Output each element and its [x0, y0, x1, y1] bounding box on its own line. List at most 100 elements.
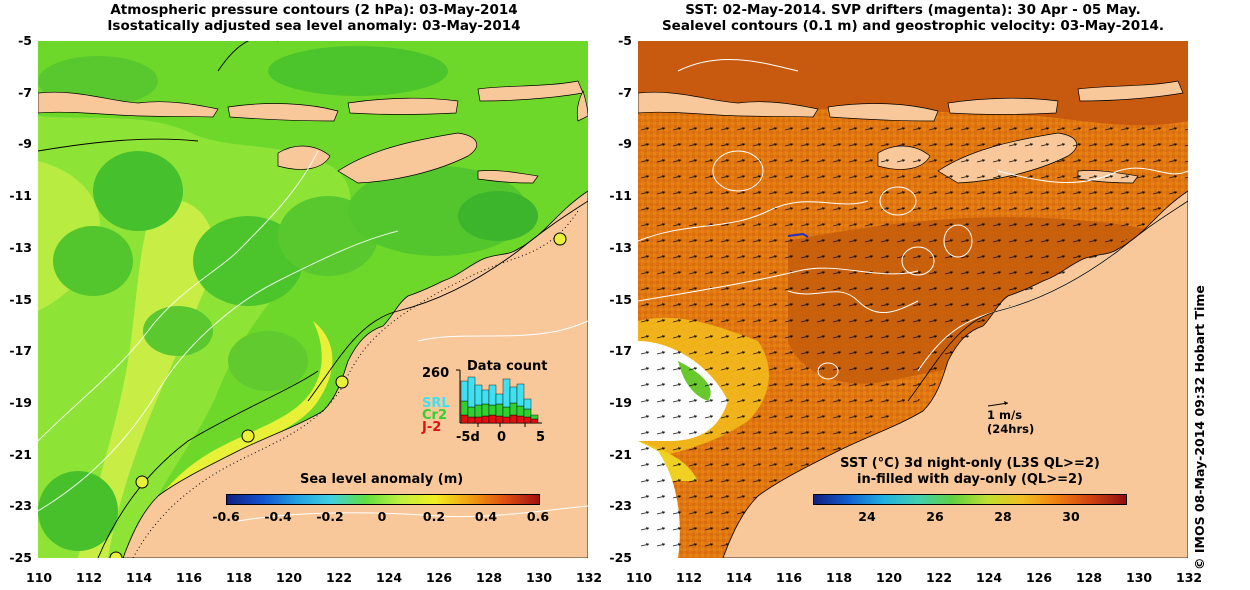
- lat-tick: -25: [609, 550, 632, 565]
- histogram-bar: [523, 398, 532, 410]
- histogram-bar: [509, 402, 518, 416]
- lat-tick: -11: [9, 188, 32, 204]
- left-title-line1: Atmospheric pressure contours (2 hPa): 0…: [110, 2, 518, 18]
- histogram-bar: [460, 380, 469, 402]
- lon-tick: 114: [126, 570, 153, 585]
- lon-tick: 122: [326, 570, 353, 585]
- lat-tick: -17: [9, 343, 32, 359]
- colorbar-tick: 0.4: [474, 509, 498, 524]
- lat-tick: -9: [18, 136, 32, 152]
- colorbar-tick: 26: [926, 509, 944, 524]
- lon-tick: 116: [776, 570, 803, 585]
- velocity-scale-label: 1 m/s (24hrs): [987, 408, 1034, 436]
- lat-tick: -19: [609, 394, 632, 410]
- histogram-bar: [523, 408, 532, 418]
- histogram-bar: [467, 406, 476, 418]
- lat-tick: -5: [18, 33, 32, 48]
- colorbar-tick: -0.6: [212, 509, 240, 524]
- lon-tick: 128: [476, 570, 503, 585]
- lon-tick: 118: [226, 570, 253, 585]
- lat-tick: -13: [609, 239, 632, 255]
- histogram-bar: [460, 414, 469, 424]
- lon-tick: 114: [726, 570, 753, 585]
- velocity-scale-line2: (24hrs): [987, 422, 1035, 436]
- lat-tick: -21: [9, 446, 32, 462]
- histogram-xtick-0: 0: [497, 430, 507, 445]
- lat-tick: -5: [618, 33, 632, 48]
- right-title-line2: Sealevel contours (0.1 m) and geostrophi…: [661, 18, 1165, 34]
- histogram-bar: [509, 386, 518, 404]
- lat-tick: -15: [9, 291, 32, 307]
- lon-tick: 110: [26, 570, 53, 585]
- histogram-bar: [516, 415, 525, 424]
- histogram-bar: [502, 416, 511, 424]
- lon-tick: 128: [1076, 570, 1103, 585]
- lon-tick: 112: [676, 570, 703, 585]
- sst-map: [638, 41, 1188, 558]
- histogram-bar: [488, 404, 497, 416]
- lat-tick: -11: [609, 188, 632, 204]
- colorbar-tick: 0: [377, 509, 387, 524]
- histogram-bar: [509, 414, 518, 424]
- histogram-bar: [460, 400, 469, 416]
- histogram-bar: [502, 378, 511, 408]
- colorbar-tick: 28: [994, 509, 1012, 524]
- histogram-bar: [467, 376, 476, 408]
- right-map-title: SST: 02-May-2014. SVP drifters (magenta)…: [638, 2, 1188, 34]
- histogram-bar: [474, 384, 483, 406]
- left-map-title: Atmospheric pressure contours (2 hPa): 0…: [40, 2, 588, 34]
- histogram-legend-j2: J-2: [422, 420, 442, 435]
- histogram-bar: [481, 403, 490, 417]
- lat-tick: -9: [618, 136, 632, 152]
- histogram-xtick-neg5: -5d: [456, 430, 480, 445]
- histogram-bar: [530, 414, 539, 420]
- colorbar-tick: 0.2: [422, 509, 446, 524]
- histogram-bar: [516, 405, 525, 417]
- lon-tick: 130: [1126, 570, 1153, 585]
- histogram-ymax-label: 260: [422, 366, 450, 381]
- sla-colorbar: [226, 494, 540, 505]
- histogram-bar: [523, 416, 532, 424]
- right-title-line1: SST: 02-May-2014. SVP drifters (magenta)…: [685, 2, 1141, 18]
- histogram-bar: [516, 383, 525, 407]
- lon-tick: 124: [976, 570, 1003, 585]
- colorbar-tick: -0.4: [264, 509, 292, 524]
- histogram-bar: [474, 416, 483, 424]
- lat-tick: -23: [9, 498, 32, 514]
- colorbar-tick: -0.2: [316, 509, 344, 524]
- lat-tick: -25: [9, 550, 32, 565]
- lon-tick: 112: [76, 570, 103, 585]
- sst-colorbar-title-line2: in-filled with day-only (QL>=2): [856, 472, 1083, 487]
- left-title-line2: Isostatically adjusted sea level anomaly…: [107, 18, 521, 34]
- sst-colorbar-title-line1: SST (°C) 3d night-only (L3S QL>=2): [840, 456, 1100, 471]
- lat-tick: -13: [9, 239, 32, 255]
- lat-tick: -19: [9, 394, 32, 410]
- lon-tick: 116: [176, 570, 203, 585]
- histogram-bar: [488, 414, 497, 424]
- histogram-bar: [481, 389, 490, 405]
- histogram-bar: [502, 406, 511, 418]
- colorbar-tick: 0.6: [526, 509, 550, 524]
- histogram-bar: [467, 416, 476, 424]
- lat-tick: -7: [18, 84, 32, 100]
- lat-tick: -23: [609, 498, 632, 514]
- velocity-scale-line1: 1 m/s: [987, 408, 1023, 422]
- histogram-bar: [530, 418, 539, 424]
- lon-tick: 126: [426, 570, 453, 585]
- lon-tick: 130: [526, 570, 553, 585]
- lat-tick: -7: [618, 84, 632, 100]
- lon-tick: 120: [276, 570, 303, 585]
- data-count-histogram: [456, 369, 542, 427]
- lon-tick: 132: [1176, 570, 1203, 585]
- histogram-legend-cr2: Cr2: [422, 408, 447, 423]
- sst-colorbar-title: SST (°C) 3d night-only (L3S QL>=2) in-fi…: [800, 456, 1140, 488]
- sst-colorbar: [813, 494, 1127, 505]
- histogram-bar: [488, 384, 497, 406]
- lat-tick: -21: [609, 446, 632, 462]
- copyright-label: © IMOS 08-May-2014 09:32 Hobart Time: [1192, 285, 1207, 570]
- lat-tick: -17: [609, 343, 632, 359]
- histogram-title: Data count: [467, 359, 548, 374]
- lat-tick: -15: [609, 291, 632, 307]
- lon-tick: 132: [576, 570, 603, 585]
- histogram-bar: [495, 403, 504, 417]
